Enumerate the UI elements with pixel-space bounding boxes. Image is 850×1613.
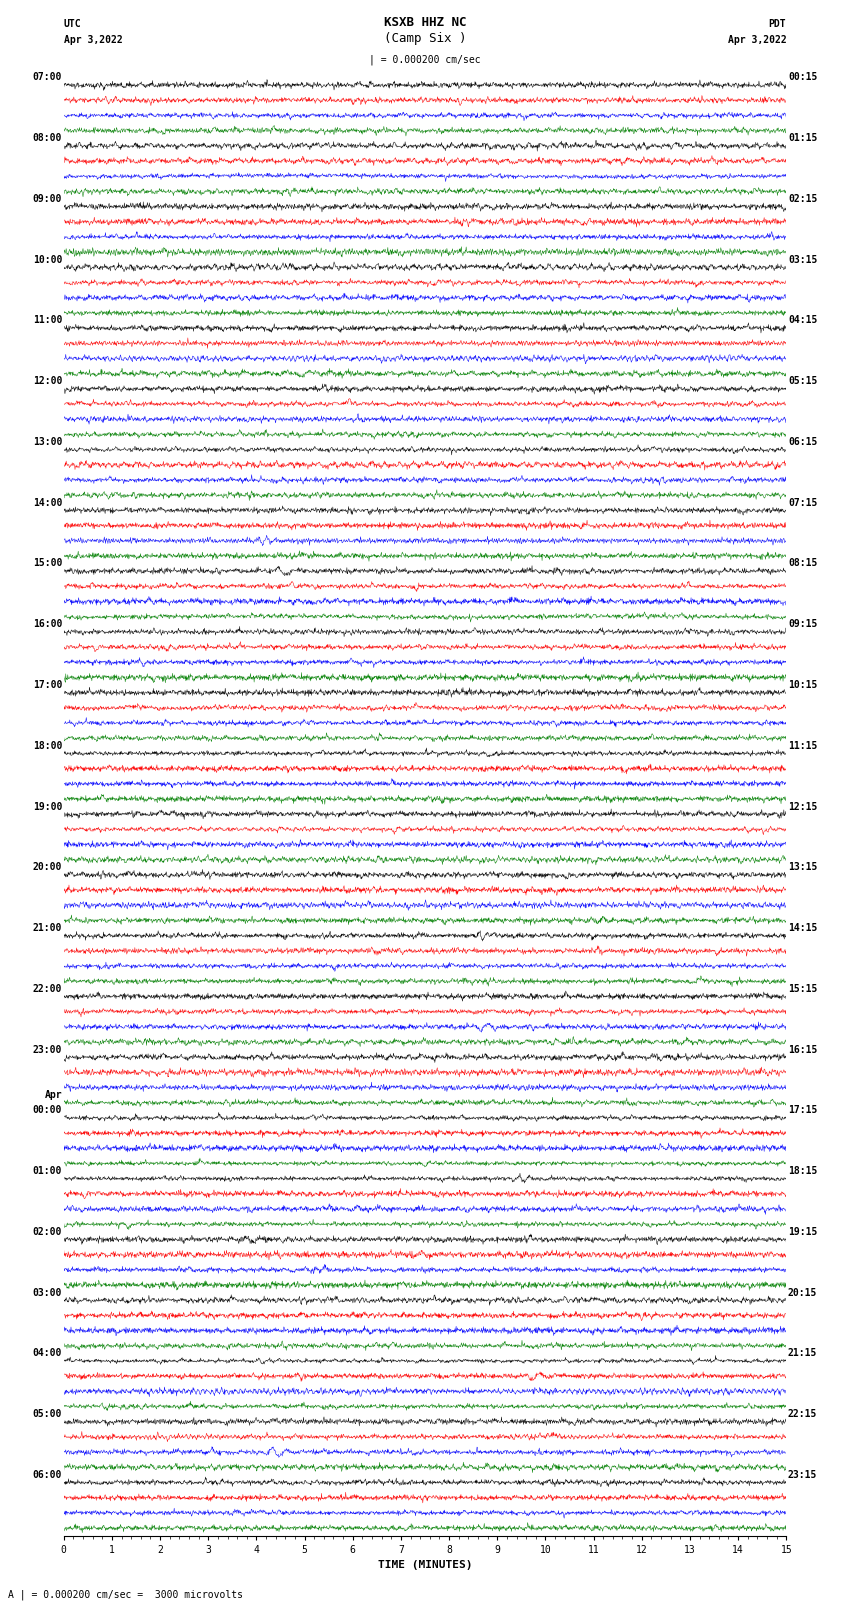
Text: 07:15: 07:15 (788, 498, 818, 508)
Text: 04:00: 04:00 (32, 1348, 62, 1358)
Text: 01:15: 01:15 (788, 134, 818, 144)
Text: | = 0.000200 cm/sec: | = 0.000200 cm/sec (369, 53, 481, 65)
Text: 21:15: 21:15 (788, 1348, 818, 1358)
Text: 22:00: 22:00 (32, 984, 62, 994)
Text: 03:15: 03:15 (788, 255, 818, 265)
Text: 02:00: 02:00 (32, 1227, 62, 1237)
Text: 16:00: 16:00 (32, 619, 62, 629)
Text: (Camp Six ): (Camp Six ) (383, 32, 467, 45)
Text: 15:15: 15:15 (788, 984, 818, 994)
Text: 18:15: 18:15 (788, 1166, 818, 1176)
Text: 01:00: 01:00 (32, 1166, 62, 1176)
Text: 20:15: 20:15 (788, 1287, 818, 1297)
Text: Apr: Apr (44, 1090, 62, 1100)
Text: 06:00: 06:00 (32, 1469, 62, 1479)
Text: 19:00: 19:00 (32, 802, 62, 811)
Text: 10:15: 10:15 (788, 681, 818, 690)
Text: 08:00: 08:00 (32, 134, 62, 144)
Text: 21:00: 21:00 (32, 923, 62, 932)
Text: PDT: PDT (768, 19, 786, 29)
Text: Apr 3,2022: Apr 3,2022 (728, 35, 786, 45)
Text: 09:15: 09:15 (788, 619, 818, 629)
Text: 13:15: 13:15 (788, 863, 818, 873)
Text: 23:15: 23:15 (788, 1469, 818, 1479)
Text: 00:15: 00:15 (788, 73, 818, 82)
Text: 15:00: 15:00 (32, 558, 62, 568)
Text: 19:15: 19:15 (788, 1227, 818, 1237)
Text: 12:15: 12:15 (788, 802, 818, 811)
Text: 05:00: 05:00 (32, 1410, 62, 1419)
Text: 05:15: 05:15 (788, 376, 818, 386)
Text: 09:00: 09:00 (32, 194, 62, 203)
Text: 16:15: 16:15 (788, 1045, 818, 1055)
Text: 04:15: 04:15 (788, 316, 818, 326)
Text: Apr 3,2022: Apr 3,2022 (64, 35, 122, 45)
Text: 17:15: 17:15 (788, 1105, 818, 1115)
Text: 08:15: 08:15 (788, 558, 818, 568)
Text: 13:00: 13:00 (32, 437, 62, 447)
Text: 12:00: 12:00 (32, 376, 62, 386)
Text: 03:00: 03:00 (32, 1287, 62, 1297)
X-axis label: TIME (MINUTES): TIME (MINUTES) (377, 1560, 473, 1569)
Text: 11:00: 11:00 (32, 316, 62, 326)
Text: 23:00: 23:00 (32, 1045, 62, 1055)
Text: 20:00: 20:00 (32, 863, 62, 873)
Text: 14:00: 14:00 (32, 498, 62, 508)
Text: 17:00: 17:00 (32, 681, 62, 690)
Text: KSXB HHZ NC: KSXB HHZ NC (383, 16, 467, 29)
Text: 22:15: 22:15 (788, 1410, 818, 1419)
Text: 11:15: 11:15 (788, 740, 818, 750)
Text: 07:00: 07:00 (32, 73, 62, 82)
Text: 14:15: 14:15 (788, 923, 818, 932)
Text: 10:00: 10:00 (32, 255, 62, 265)
Text: 00:00: 00:00 (32, 1105, 62, 1115)
Text: 06:15: 06:15 (788, 437, 818, 447)
Text: A | = 0.000200 cm/sec =  3000 microvolts: A | = 0.000200 cm/sec = 3000 microvolts (8, 1589, 243, 1600)
Text: UTC: UTC (64, 19, 82, 29)
Text: 18:00: 18:00 (32, 740, 62, 750)
Text: 02:15: 02:15 (788, 194, 818, 203)
